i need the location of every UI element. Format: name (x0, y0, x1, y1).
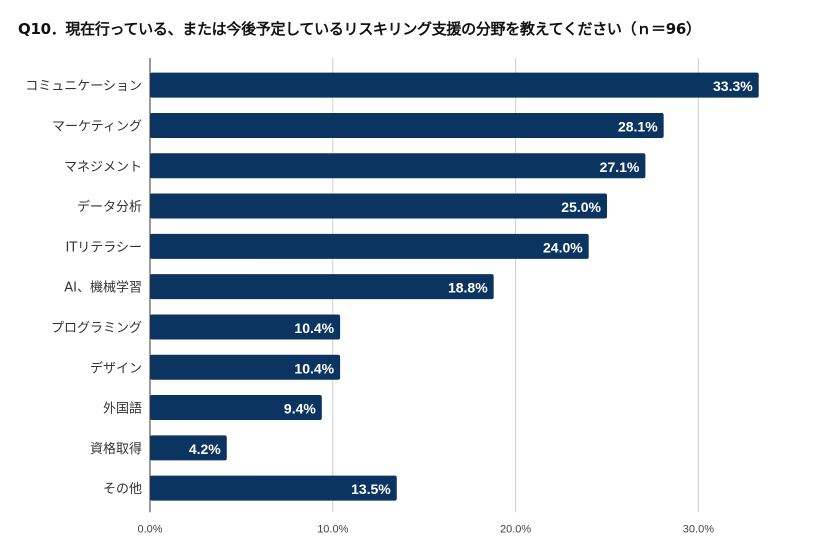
bar (150, 314, 341, 340)
bar (150, 153, 646, 179)
data-label: 24.0% (543, 239, 583, 255)
bar (150, 274, 494, 300)
bar (150, 475, 397, 501)
data-label: 13.5% (351, 481, 391, 497)
chart-title: Q10．現在行っている、または今後予定しているリスキリング支援の分野を教えてくだ… (18, 20, 701, 38)
data-label: 33.3% (713, 78, 753, 94)
data-label: 10.4% (294, 360, 334, 376)
x-tick-label: 20.0% (500, 523, 531, 535)
category-label: データ分析 (77, 199, 142, 215)
x-tick-label: 10.0% (317, 523, 348, 535)
category-label: 外国語 (103, 401, 142, 417)
x-tick-label: 30.0% (683, 523, 714, 535)
category-label: デザイン (90, 360, 142, 376)
category-label: その他 (103, 482, 142, 497)
x-tick-label: 0.0% (137, 523, 162, 535)
bar (150, 354, 341, 380)
category-label: マネジメント (64, 160, 142, 175)
data-label: 25.0% (561, 199, 601, 215)
data-label: 28.1% (618, 118, 658, 134)
bar (150, 435, 227, 461)
data-label: 10.4% (294, 320, 334, 336)
category-label: コミュニケーション (25, 79, 142, 94)
data-label: 18.8% (448, 280, 488, 296)
category-label: 資格取得 (90, 441, 142, 457)
data-label: 9.4% (284, 401, 316, 417)
category-label: マーケティング (52, 119, 142, 134)
bar (150, 395, 322, 421)
category-label: プログラミング (51, 321, 142, 336)
category-label: ITリテラシー (65, 240, 142, 255)
data-label: 27.1% (600, 159, 640, 175)
bar (150, 112, 664, 138)
bar (150, 72, 759, 98)
data-label: 4.2% (189, 441, 221, 457)
bar (150, 233, 589, 259)
category-label: AI、機械学習 (64, 280, 142, 296)
bar (150, 193, 607, 219)
